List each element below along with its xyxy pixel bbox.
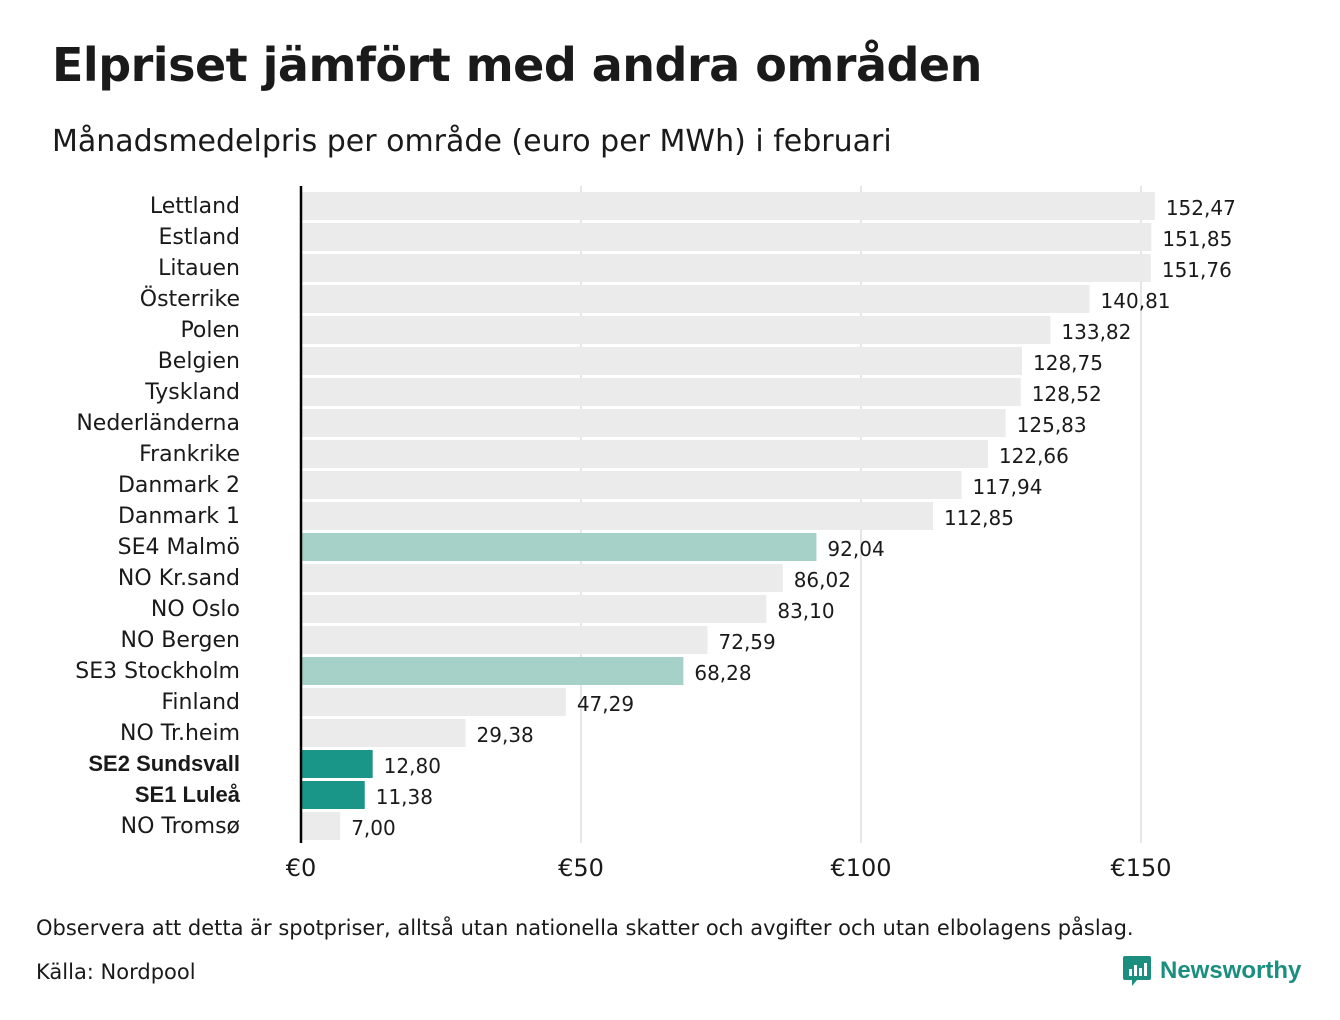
bar (301, 719, 466, 747)
bar (301, 378, 1021, 406)
category-label: Polen (180, 318, 240, 343)
category-label: NO Kr.sand (118, 566, 240, 591)
category-label: Österrike (140, 286, 240, 312)
value-label: 12,80 (384, 754, 441, 778)
bar (301, 688, 566, 716)
footnote: Observera att detta är spotpriser, allts… (36, 916, 1134, 940)
brand-logo: Newsworthy (1122, 954, 1301, 988)
category-label: Finland (161, 690, 240, 715)
category-label: Danmark 1 (118, 504, 240, 529)
category-label: SE2 Sundsvall (88, 751, 240, 776)
bar (301, 440, 988, 468)
bar (301, 812, 341, 840)
category-label: Estland (159, 225, 241, 250)
bar (301, 285, 1090, 313)
category-label: NO Tromsø (121, 814, 240, 839)
bar (301, 502, 933, 530)
bar (301, 657, 684, 685)
category-label: NO Oslo (151, 597, 240, 622)
value-label: 133,82 (1061, 320, 1131, 344)
value-label: 151,76 (1162, 258, 1232, 282)
source-note: Källa: Nordpool (36, 960, 196, 984)
x-tick-label: €150 (1110, 854, 1171, 882)
value-label: 29,38 (477, 723, 534, 747)
bar (301, 471, 962, 499)
value-label: 128,52 (1032, 382, 1102, 406)
value-label: 125,83 (1017, 413, 1087, 437)
bar (301, 192, 1155, 220)
value-label: 11,38 (376, 785, 433, 809)
bar (301, 254, 1151, 282)
bar (301, 750, 373, 778)
value-label: 86,02 (794, 568, 851, 592)
category-label: NO Bergen (121, 628, 241, 653)
chart-title: Elpriset jämfört med andra områden (52, 38, 982, 92)
category-label: SE3 Stockholm (75, 659, 240, 684)
category-label: SE4 Malmö (118, 535, 240, 560)
category-label: Nederländerna (76, 411, 240, 436)
x-axis-ticks: €0 €50 €100 €150 (286, 854, 1172, 882)
brand-name: Newsworthy (1160, 957, 1302, 984)
category-label: Tyskland (144, 380, 240, 405)
bar (301, 223, 1152, 251)
category-label: Litauen (158, 256, 240, 281)
bar (301, 564, 783, 592)
bar-chart: Lettland Estland Litauen Österrike Polen Belg… (75, 186, 1236, 882)
category-label: NO Tr.heim (120, 721, 240, 746)
value-label: 122,66 (999, 444, 1069, 468)
x-tick-label: €50 (558, 854, 604, 882)
value-labels: 152,47 151,85 151,76 140,81 133,82 128,75 128,… (351, 196, 1236, 840)
bar (301, 595, 767, 623)
bar (301, 533, 817, 561)
category-label: Belgien (158, 349, 240, 374)
category-label: Lettland (150, 194, 240, 219)
value-label: 152,47 (1166, 196, 1236, 220)
value-label: 117,94 (972, 475, 1042, 499)
value-label: 92,04 (827, 537, 884, 561)
bar (301, 316, 1051, 344)
value-label: 7,00 (351, 816, 396, 840)
bar (301, 781, 365, 809)
bars (301, 192, 1155, 840)
value-label: 140,81 (1101, 289, 1171, 313)
chart-subtitle: Månadsmedelpris per område (euro per MWh… (52, 124, 892, 159)
bar (301, 347, 1022, 375)
value-label: 128,75 (1033, 351, 1103, 375)
bar (301, 626, 708, 654)
value-label: 47,29 (577, 692, 634, 716)
bar-chart-speech-bubble-icon (1123, 956, 1151, 986)
category-labels: Lettland Estland Litauen Österrike Polen Belg… (75, 194, 240, 839)
value-label: 151,85 (1162, 227, 1232, 251)
x-tick-label: €0 (286, 854, 317, 882)
value-label: 83,10 (777, 599, 834, 623)
value-label: 72,59 (719, 630, 776, 654)
x-tick-label: €100 (830, 854, 891, 882)
value-label: 68,28 (694, 661, 751, 685)
value-label: 112,85 (944, 506, 1014, 530)
category-label: SE1 Luleå (135, 782, 241, 807)
bar (301, 409, 1006, 437)
category-label: Danmark 2 (118, 473, 240, 498)
category-label: Frankrike (139, 442, 240, 467)
